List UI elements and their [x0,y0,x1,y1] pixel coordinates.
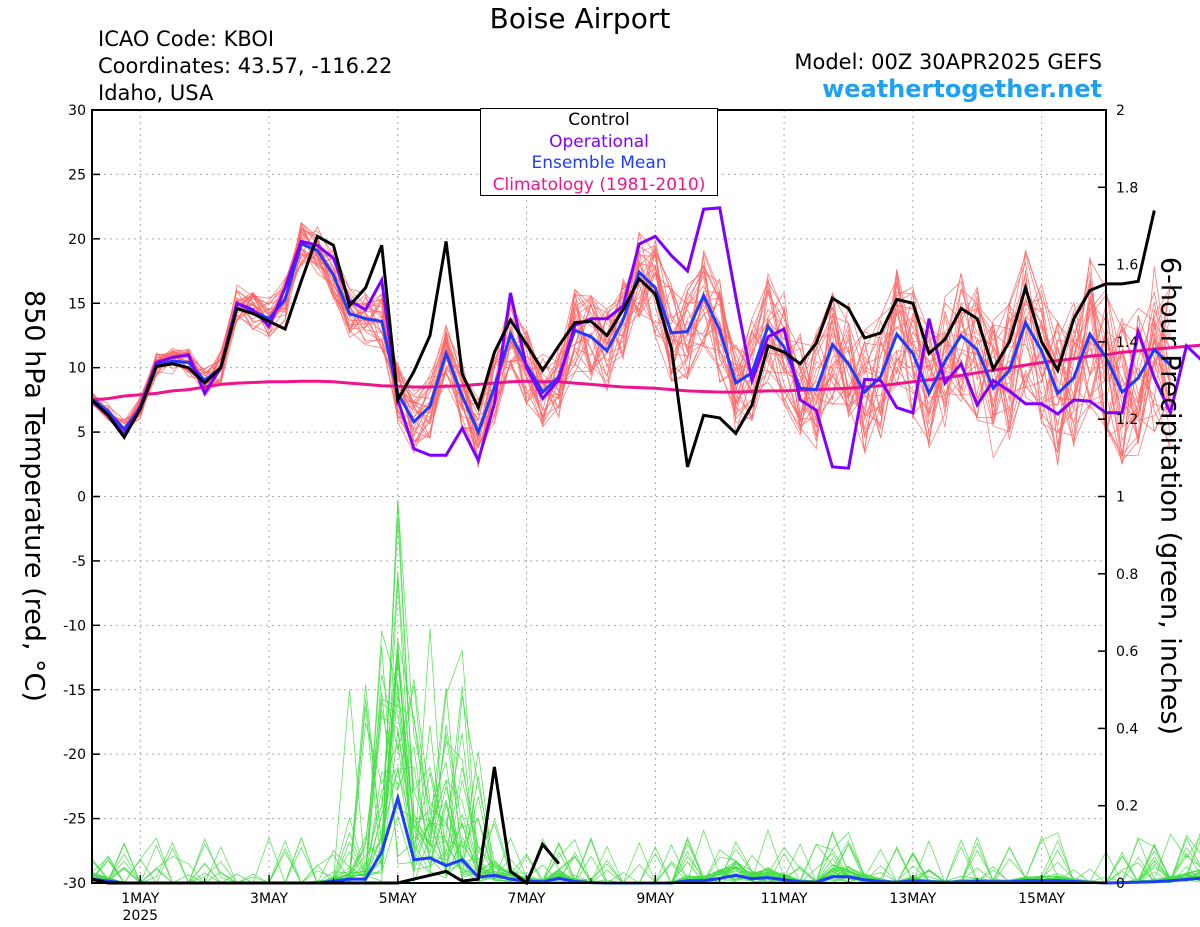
chart-title: Boise Airport [489,2,671,35]
y-axis-right-label: 6-hour Precipitation (green, inches) [1154,256,1186,736]
region: Idaho, USA [98,81,214,105]
precipitation-member-line [91,579,1200,884]
precipitation-member-line [91,688,1200,884]
legend-control: Control [568,110,630,130]
model-run: Model: 00Z 30APR2025 GEFS [794,50,1102,74]
precipitation-member-line [91,518,1200,884]
coordinates: Coordinates: 43.57, -116.22 [98,54,393,78]
temperature-member-line [91,247,1171,447]
temperature-member-line [91,248,1171,462]
legend-ensemble-mean: Ensemble Mean [531,153,667,173]
precipitation-ensemble-members [91,499,1200,884]
precipitation-member-line [91,766,1200,884]
y-right-tick-label: 0.6 [1116,644,1138,660]
precipitation-member-line [91,651,1200,884]
y-left-tick-label: -20 [63,747,86,763]
website-link[interactable]: weathertogether.net [822,75,1102,103]
y-axis-left-label: 850 hPa Temperature (red, °C) [18,290,50,702]
y-right-tick-label: 1.2 [1116,412,1138,428]
x-tick-label: 11MAY [761,891,808,907]
y-left-tick-label: -30 [63,876,86,892]
precipitation-member-line [91,769,1200,884]
y-right-tick-label: 0.8 [1116,567,1138,583]
precipitation-member-line [91,501,1200,884]
precipitation-member-line [91,646,1200,884]
precipitation-member-line [91,644,1200,884]
y-left-tick-label: 0 [77,490,86,506]
temperature-member-line [91,239,1171,460]
x-tick-sublabel: 2025 [122,908,158,924]
x-tick-label: 15MAY [1018,891,1065,907]
temp-control-line [90,210,1156,468]
precipitation-member-line [91,661,1200,884]
x-tick-label: 5MAY [379,891,417,907]
plot-frame [91,109,1107,884]
precipitation-member-line [91,639,1200,884]
y-right-tick-label: 0.2 [1116,799,1138,815]
x-tick-label: 13MAY [889,891,936,907]
y-left-tick-label: 20 [68,232,86,248]
grid-lines [92,110,1106,883]
temperature-member-line [91,232,1171,466]
climatology-line [91,343,1200,402]
y-left-tick-label: -10 [63,618,86,634]
y-right-tick-label: 1.8 [1116,180,1138,196]
y-right-tick-label: 0 [1116,876,1125,892]
temp-operational-line [91,206,1200,470]
precipitation-member-line [91,698,1200,884]
precipitation-member-line [91,630,1200,884]
y-left-tick-label: 15 [68,296,86,312]
y-right-tick-label: 1.6 [1116,258,1138,274]
temperature-member-line [91,227,1171,435]
precipitation-member-line [91,702,1200,884]
temperature-member-line [91,221,1171,445]
precipitation-member-line [91,694,1200,884]
x-tick-label: 7MAY [508,891,546,907]
precipitation-member-line [91,628,1200,884]
icao-code: ICAO Code: KBOI [98,27,275,51]
y-right-tick-label: 2 [1116,103,1125,119]
y-left-tick-label: 25 [68,167,86,183]
legend-climatology: Climatology (1981-2010) [492,174,706,195]
precipitation-member-line [91,698,1200,884]
precipitation-member-line [91,650,1200,884]
y-left-tick-label: -25 [63,812,86,828]
x-tick-label: 1MAY [121,891,159,907]
legend-operational: Operational [549,131,649,152]
y-left-tick-label: -15 [63,683,86,699]
y-left-tick-label: 30 [68,103,86,119]
precipitation-member-line [91,674,1200,884]
legend: Control Operational Ensemble Mean Climat… [480,108,718,196]
precipitation-member-line [91,814,1200,884]
temperature-member-line [91,249,1171,448]
y-left-tick-label: 10 [68,361,86,377]
precipitation-member-line [91,692,1200,884]
precipitation-member-line [91,573,1200,884]
y-left-tick-label: 5 [77,425,86,441]
y-right-tick-label: 1.4 [1116,335,1138,351]
precipitation-member-line [91,679,1200,884]
x-tick-label: 9MAY [636,891,674,907]
x-tick-label: 3MAY [250,891,288,907]
precipitation-member-line [91,644,1200,884]
y-right-tick-label: 0.4 [1116,721,1138,737]
precipitation-member-line [91,499,1200,884]
axis-ticks: 302520151050-5-10-15-20-25-3021.81.61.41… [63,103,1138,924]
precipitation-member-line [91,681,1200,884]
y-right-tick-label: 1 [1116,490,1125,506]
y-left-tick-label: -5 [72,554,86,570]
